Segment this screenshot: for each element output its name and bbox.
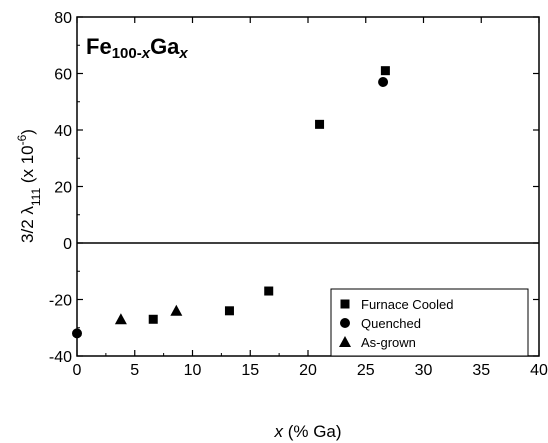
title-part: x: [141, 45, 151, 62]
square-point: [315, 119, 325, 129]
y-label-part: ): [18, 129, 37, 135]
x-tick-label: 5: [130, 362, 139, 379]
circle-point: [72, 328, 82, 339]
square-point: [148, 314, 158, 324]
y-tick-label: 0: [63, 236, 72, 253]
title-part: 100-: [112, 45, 142, 62]
legend-label: As-grown: [361, 335, 416, 350]
title-part: x: [178, 45, 188, 62]
x-tick-label: 0: [73, 362, 82, 379]
legend-triangle-marker: [339, 336, 351, 347]
y-label-part: 3/2: [18, 215, 37, 243]
title-part: Fe: [86, 34, 112, 59]
triangle-point: [114, 313, 127, 325]
square-point: [264, 286, 274, 296]
x-tick-label: 35: [472, 362, 490, 379]
y-label-part: 111: [29, 188, 43, 207]
y-tick-label: 60: [54, 67, 72, 84]
y-tick-label: 20: [54, 180, 72, 197]
data-points: [72, 66, 390, 339]
y-tick-label: 80: [54, 10, 72, 27]
triangle-point: [170, 304, 183, 316]
legend: Furnace Cooled Quenched As-grown: [330, 288, 529, 357]
square-point: [380, 66, 390, 76]
x-axis-label: x (% Ga): [273, 422, 341, 441]
y-label-part: (x 10: [18, 145, 37, 188]
legend-box: [330, 288, 529, 357]
y-tick-label: 40: [54, 123, 72, 140]
legend-label: Quenched: [361, 316, 421, 331]
y-label-part: λ: [18, 206, 37, 215]
x-label-part: (% Ga): [283, 422, 342, 441]
x-tick-label: 15: [241, 362, 259, 379]
x-tick-label: 25: [357, 362, 375, 379]
y-label-part: -6: [15, 134, 29, 145]
y-axis: -40 -20 0 20 40 60 80: [49, 10, 539, 366]
x-axis: 0 5 10 15 20 25 30 35 40: [73, 17, 548, 379]
square-point: [224, 306, 234, 316]
x-tick-label: 10: [184, 362, 202, 379]
title-part: Ga: [150, 34, 180, 59]
y-tick-label: -40: [49, 349, 72, 366]
x-tick-label: 40: [530, 362, 548, 379]
x-tick-label: 30: [415, 362, 433, 379]
x-label-part: x: [273, 422, 283, 441]
chart-title: Fe100-xGax: [86, 34, 188, 62]
legend-circle-marker: [340, 318, 350, 328]
x-tick-label: 20: [299, 362, 317, 379]
y-axis-label: 3/2 λ111 (x 10-6): [15, 129, 43, 243]
legend-square-marker: [340, 299, 350, 309]
y-tick-label: -20: [49, 293, 72, 310]
circle-point: [378, 76, 389, 87]
legend-label: Furnace Cooled: [361, 297, 454, 312]
